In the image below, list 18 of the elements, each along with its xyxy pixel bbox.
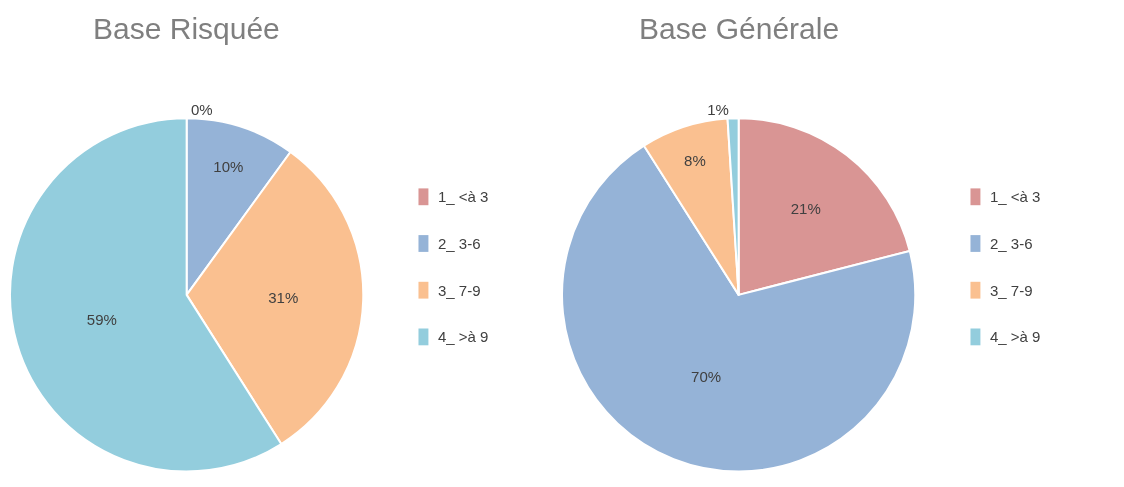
chart-title: Base Générale [639,12,840,45]
legend-label: 3_ 7-9 [990,282,1033,299]
data-label: 1% [707,101,729,119]
data-label: 59% [86,311,117,329]
data-label: 10% [213,158,244,176]
data-label: 8% [684,151,706,169]
legend-label: 4_ >à 9 [438,328,489,345]
text: 0% [190,101,213,119]
legend-label: 1_ <à 3 [990,188,1041,205]
legend-label: 2_ 3-6 [990,235,1033,252]
legend-label: 2_ 3-6 [438,235,481,252]
legend-label: 3_ 7-9 [438,282,481,299]
data-label: 31% [268,289,299,307]
data-label: 70% [691,368,722,386]
data-label: 21% [790,199,821,217]
legend-label: 4_ >à 9 [990,328,1041,345]
chart-title: Base Risquée [93,12,280,45]
legend-label: 1_ <à 3 [438,188,489,205]
